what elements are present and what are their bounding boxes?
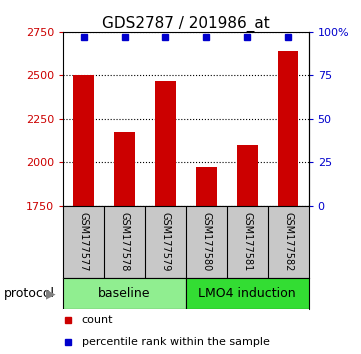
Bar [63, 278, 186, 309]
Text: LMO4 induction: LMO4 induction [199, 287, 296, 300]
Bar [278, 51, 299, 206]
Text: GSM177577: GSM177577 [79, 212, 89, 272]
Title: GDS2787 / 201986_at: GDS2787 / 201986_at [102, 16, 270, 32]
Text: protocol: protocol [4, 287, 55, 300]
Text: count: count [82, 315, 113, 325]
Bar [237, 145, 257, 206]
Bar [73, 75, 94, 206]
Bar [196, 166, 217, 206]
Bar [155, 80, 176, 206]
Text: GSM177578: GSM177578 [119, 212, 130, 272]
Text: GSM177582: GSM177582 [283, 212, 293, 272]
Text: baseline: baseline [98, 287, 151, 300]
Text: GSM177581: GSM177581 [242, 212, 252, 272]
Text: GSM177580: GSM177580 [201, 212, 212, 272]
Text: percentile rank within the sample: percentile rank within the sample [82, 337, 269, 347]
Text: GSM177579: GSM177579 [160, 212, 170, 272]
Bar [186, 278, 309, 309]
Bar [114, 132, 135, 206]
Text: ▶: ▶ [46, 287, 55, 300]
